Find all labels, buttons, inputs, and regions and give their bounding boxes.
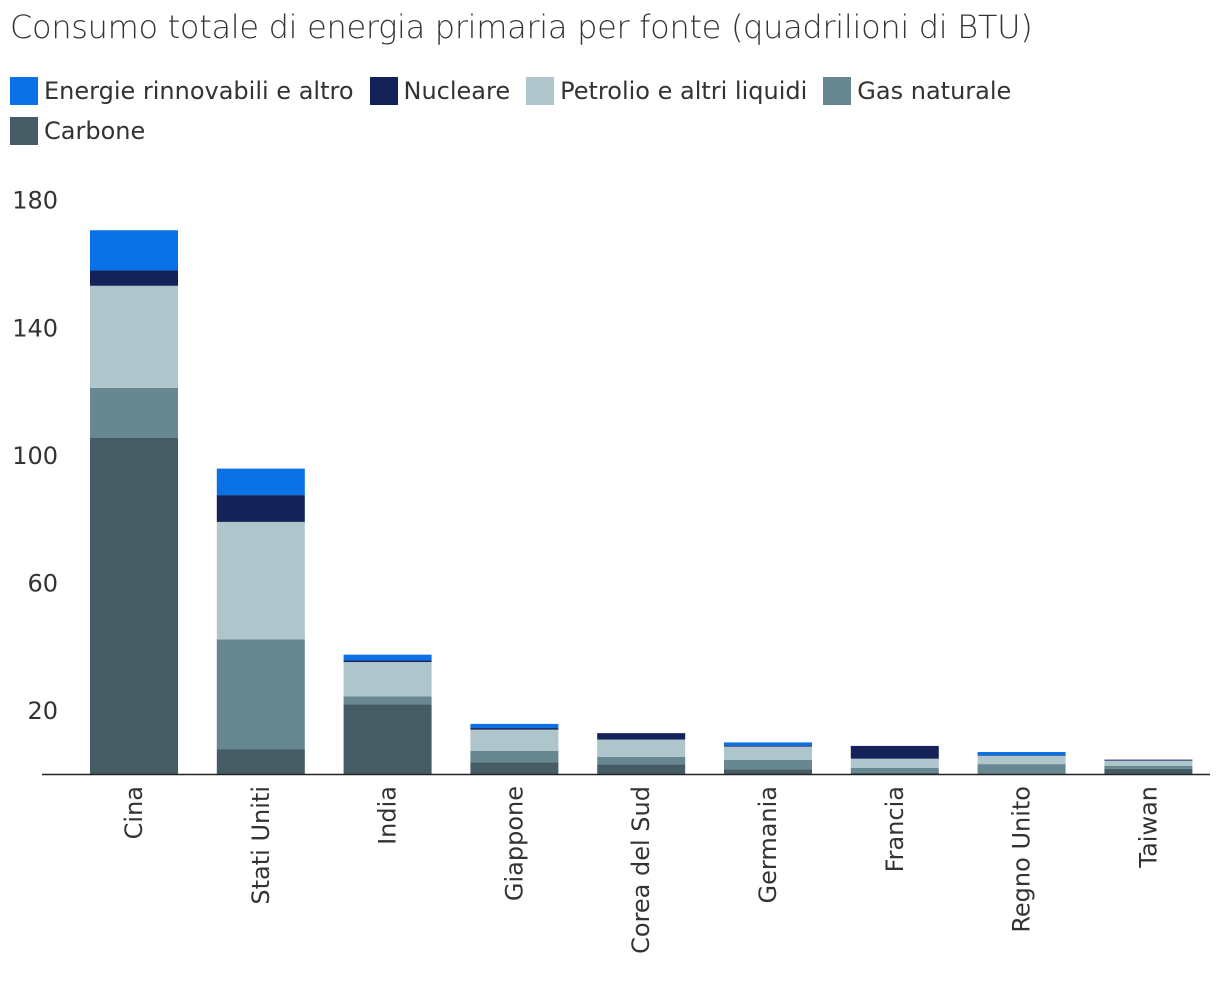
x-axis: Cina Stati Uniti India Giappone Corea del Su… (120, 786, 1162, 954)
bar-taiwan-gas-naturale (1104, 765, 1193, 769)
bar-cina-nucleare (90, 270, 178, 286)
legend-label-energie-rinnovabili-e-altro: Energie rinnovabili e altro (44, 77, 354, 105)
bar-corea-del-sud-gas-naturale (597, 756, 686, 765)
x-tick-label-germania: Germania (754, 786, 782, 903)
x-tick-label-stati-uniti: Stati Uniti (247, 786, 275, 905)
legend-label-petrolio-e-altri-liquidi: Petrolio e altri liquidi (560, 77, 808, 105)
bar-germania-gas-naturale (724, 759, 812, 770)
legend-item-carbone: Carbone (10, 116, 145, 146)
bar-india-gas-naturale (343, 696, 432, 705)
bar-taiwan-petrolio-e-altri-liquidi (1104, 760, 1193, 766)
y-tick-label: 60 (27, 570, 58, 598)
bar-cina-energie-rinnovabili-e-altro (90, 230, 178, 271)
legend-swatch-carbone (10, 117, 38, 145)
legend-swatch-nucleare (369, 77, 398, 105)
bar-regno-unito-gas-naturale (977, 764, 1066, 774)
bar-germania-carbone (724, 769, 812, 774)
y-tick-label: 180 (12, 187, 58, 215)
legend: Energie rinnovabili e altro Nucleare Petro… (10, 76, 1160, 146)
bar-giappone-nucleare (470, 728, 559, 730)
bar-cina-carbone (90, 437, 178, 774)
bar-corea-del-sud-petrolio-e-altri-liquidi (597, 739, 686, 757)
x-tick-label-regno-unito: Regno Unito (1008, 786, 1036, 933)
x-tick-label-giappone: Giappone (500, 786, 528, 901)
bar-regno-unito-nucleare (977, 755, 1066, 756)
bar-corea-del-sud-carbone (597, 764, 686, 774)
bar-germania-petrolio-e-altri-liquidi (724, 746, 812, 760)
legend-label-carbone: Carbone (44, 117, 146, 145)
bar-cina-petrolio-e-altri-liquidi (90, 285, 178, 388)
legend-swatch-energie-rinnovabili-e-altro (10, 77, 38, 105)
x-tick-label-francia: Francia (881, 786, 909, 872)
bar-germania-nucleare (724, 745, 812, 747)
y-tick-label: 20 (27, 697, 58, 725)
legend-swatch-petrolio-e-altri-liquidi (526, 77, 555, 105)
bar-giappone-petrolio-e-altri-liquidi (470, 729, 559, 751)
x-tick-label-india: India (374, 786, 402, 845)
legend-label-nucleare: Nucleare (403, 77, 511, 105)
legend-swatch-gas-naturale (823, 77, 852, 105)
legend-item-gas-naturale: Gas naturale (823, 76, 1011, 106)
bar-cina-gas-naturale (90, 387, 178, 438)
bar-giappone-carbone (470, 762, 559, 774)
bar-india-petrolio-e-altri-liquidi (343, 662, 432, 697)
legend-item-nucleare: Nucleare (369, 76, 511, 106)
bar-stati-uniti-energie-rinnovabili-e-altro (216, 468, 305, 496)
y-tick-label: 140 (12, 314, 58, 342)
bar-francia-nucleare (850, 745, 939, 759)
bar-regno-unito-carbone (977, 773, 1066, 774)
y-axis: 20 60 100 140 180 (12, 187, 58, 726)
legend-item-petrolio-e-altri-liquidi: Petrolio e altri liquidi (526, 76, 807, 106)
bar-stati-uniti-nucleare (216, 495, 305, 522)
bar-india-carbone (343, 704, 432, 774)
bar-stati-uniti-gas-naturale (216, 639, 305, 750)
bar-corea-del-sud-nucleare (597, 733, 686, 740)
bar-francia-gas-naturale (850, 767, 939, 774)
x-tick-label-cina: Cina (120, 786, 148, 839)
legend-item-energie-rinnovabili-e-altro: Energie rinnovabili e altro (10, 76, 354, 106)
bar-regno-unito-petrolio-e-altri-liquidi (977, 755, 1066, 765)
bar-giappone-gas-naturale (470, 750, 559, 763)
x-tick-label-taiwan: Taiwan (1134, 786, 1162, 869)
bar-francia-carbone (850, 773, 939, 774)
bar-regno-unito-energie-rinnovabili-e-altro (977, 751, 1066, 756)
bar-india-nucleare (343, 660, 432, 662)
x-tick-label-corea-del-sud: Corea del Sud (627, 786, 655, 954)
bar-giappone-energie-rinnovabili-e-altro (470, 723, 559, 729)
y-tick-label: 100 (12, 442, 58, 470)
bar-taiwan-nucleare (1104, 759, 1193, 761)
bar-taiwan-carbone (1104, 768, 1193, 774)
legend-label-gas-naturale: Gas naturale (857, 77, 1012, 105)
bar-francia-petrolio-e-altri-liquidi (850, 758, 939, 768)
bar-stati-uniti-petrolio-e-altri-liquidi (216, 521, 305, 640)
chart-title: Consumo totale di energia primaria per f… (10, 8, 1033, 46)
bar-stati-uniti-carbone (216, 749, 305, 774)
bar-germania-energie-rinnovabili-e-altro (724, 742, 812, 746)
bar-india-energie-rinnovabili-e-altro (343, 654, 432, 661)
bars-layer (90, 230, 1193, 774)
